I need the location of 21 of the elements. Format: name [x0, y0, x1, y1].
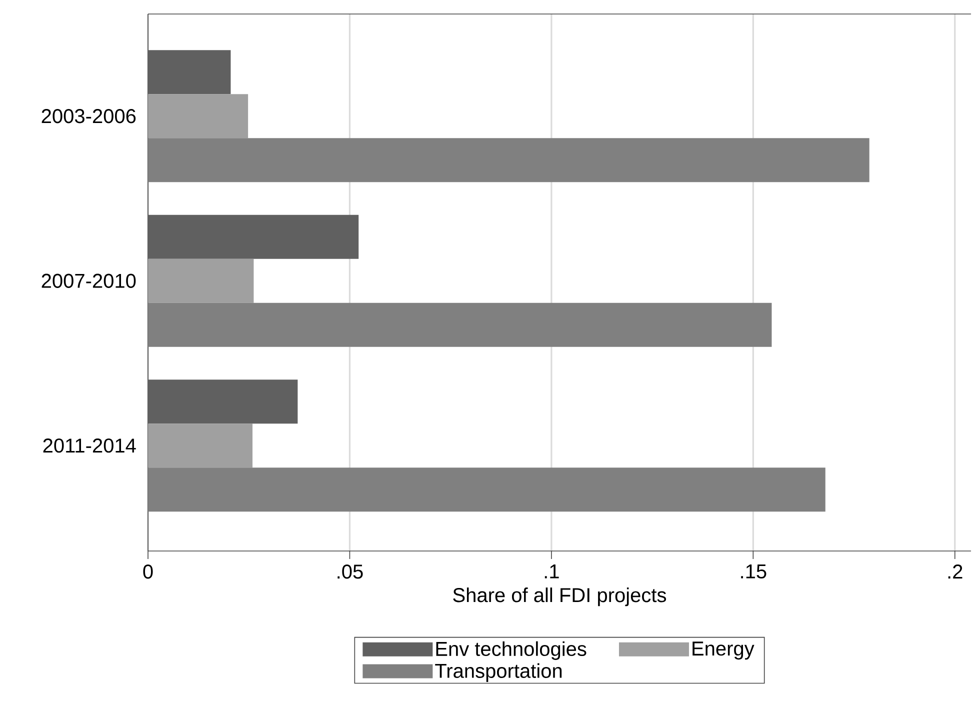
- legend-label: Env technologies: [436, 641, 586, 660]
- bar: [148, 138, 870, 182]
- bar: [148, 302, 772, 347]
- x-tick-label: .05: [338, 564, 363, 579]
- legend-label: Energy: [692, 642, 754, 660]
- x-tick-label: 0: [143, 564, 153, 579]
- y-tick-label: 2011-2014: [43, 438, 136, 453]
- x-tick-label: .15: [741, 564, 766, 578]
- legend-label: Transportation: [435, 663, 562, 682]
- bar: [148, 258, 254, 303]
- bar: [148, 94, 248, 138]
- bar: [148, 424, 252, 468]
- x-axis-title: Share of all FDI projects: [453, 588, 666, 606]
- y-tick-label: 2003-2006: [42, 109, 136, 124]
- bar: [148, 468, 826, 512]
- x-tick-label: .2: [948, 564, 962, 578]
- bar: [148, 214, 359, 259]
- bar: [148, 50, 231, 94]
- x-tick-label: .1: [544, 564, 559, 578]
- bar: [148, 380, 298, 424]
- y-tick-label: 2007-2010: [42, 274, 136, 288]
